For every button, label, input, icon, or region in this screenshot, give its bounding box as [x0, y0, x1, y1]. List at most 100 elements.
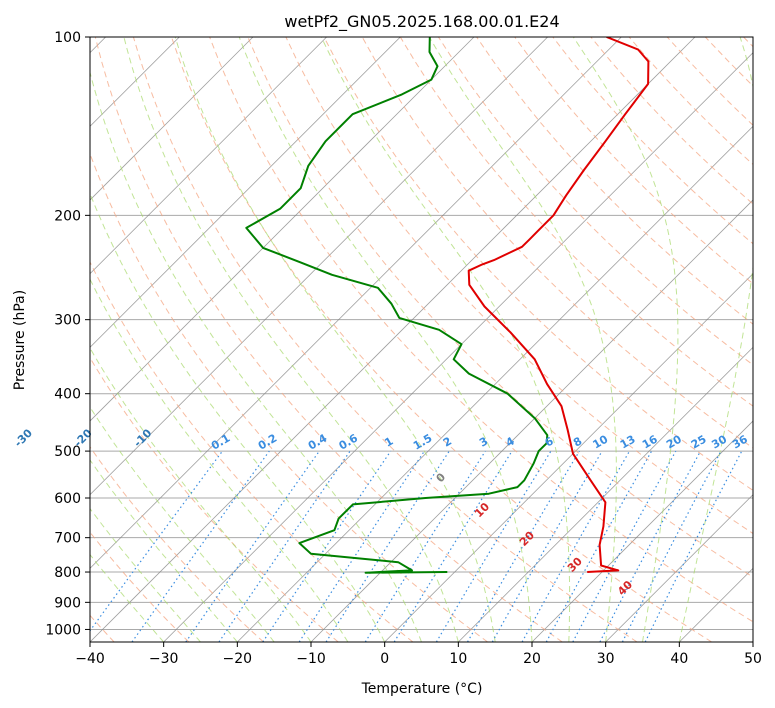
dry-adiabat-line: [590, 37, 753, 205]
isotherm-line: [679, 567, 753, 642]
dry-adiabat-line: [743, 37, 753, 48]
mixing-ratio-label: 25: [689, 433, 709, 452]
x-tick-label: −10: [296, 651, 326, 667]
x-tick-label: 50: [744, 651, 762, 667]
y-tick-label: 100: [54, 30, 81, 46]
x-tick-label: −30: [149, 651, 179, 667]
mixing-ratio-line: [185, 450, 320, 642]
dry-adiabat-line: [437, 37, 753, 366]
y-tick-label: 800: [54, 565, 81, 581]
moist-adiabat-line: [90, 347, 312, 642]
mixing-ratio-line: [466, 450, 580, 642]
y-tick-label: 500: [54, 444, 81, 460]
mixing-ratio-label: 0.2: [256, 432, 279, 453]
mixing-ratio-line: [364, 450, 486, 642]
moist-adiabat-line: [90, 278, 349, 642]
y-axis-ticks: 100 200 300 400 500 600 700 800 900 1000: [45, 30, 90, 638]
dry-adiabat-label: -30: [12, 426, 35, 449]
mixing-ratio-label: 16: [640, 432, 660, 451]
dry-adiabat-line: [476, 37, 753, 325]
dry-adiabat-line: [209, 37, 753, 623]
mixing-ratio-label: 30: [709, 432, 729, 451]
isotherm-line: [90, 37, 622, 569]
moist-adiabat-line: [90, 192, 386, 642]
x-axis-ticks: −40 −30 −20 −10 0 10 20 30 40 50: [75, 642, 762, 667]
x-tick-label: 40: [670, 651, 688, 667]
y-tick-label: 900: [54, 595, 81, 611]
mixing-ratio-label: 36: [730, 432, 750, 451]
isotherm-line: [237, 125, 753, 642]
moist-adiabat-line: [174, 37, 496, 642]
moist-adiabat-line: [90, 70, 422, 642]
mixing-ratio-label: 0.4: [306, 431, 330, 452]
mixing-ratio-line: [90, 450, 223, 632]
x-axis-label: Temperature (°C): [361, 681, 483, 697]
mixing-ratio-label: 8: [571, 435, 584, 450]
mixing-ratio-label: 0.1: [209, 432, 232, 453]
moist-adiabat-line: [678, 37, 753, 642]
isotherm-line: [90, 37, 696, 642]
y-tick-label: 700: [54, 531, 81, 547]
moist-adiabats: [90, 37, 753, 642]
moist-adiabat-label: 10: [472, 500, 492, 520]
mixing-ratio-line: [325, 450, 450, 642]
x-tick-label: −40: [75, 651, 105, 667]
mixing-ratio-line: [599, 450, 702, 642]
dry-adiabat-line: [90, 152, 488, 642]
x-tick-label: −20: [223, 651, 253, 667]
moist-adiabat-line: [123, 37, 459, 642]
mixing-ratio-line: [644, 450, 743, 642]
x-tick-label: 0: [380, 651, 389, 667]
isotherm-line: [752, 641, 753, 642]
dry-adiabat-line: [247, 37, 753, 578]
mixing-ratio-label: 2: [441, 435, 454, 450]
dry-adiabat-line: [285, 37, 753, 535]
mixing-ratio-label: 1.5: [411, 432, 434, 453]
mixing-ratio-label: 20: [664, 432, 684, 451]
moist-adiabat-line: [320, 37, 571, 642]
dry-adiabat-line: [90, 356, 339, 642]
x-tick-label: 20: [523, 651, 541, 667]
mixing-ratio-line: [262, 450, 392, 642]
plot-frame: [89, 36, 754, 643]
mixing-ratio-line: [393, 450, 513, 642]
dry-adiabat-line: [514, 37, 753, 285]
dry-adiabat-line: [94, 37, 563, 642]
dewpoint-profile-line: [245, 37, 549, 574]
profile-series: [245, 37, 650, 574]
moist-adiabat-line: [428, 37, 617, 642]
y-tick-label: 400: [54, 387, 81, 403]
x-tick-label: 30: [597, 651, 615, 667]
dry-adiabat-line: [90, 260, 414, 642]
y-tick-label: 600: [54, 491, 81, 507]
dry-adiabat-line: [171, 37, 712, 642]
mixing-ratio-line: [298, 450, 425, 642]
mixing-ratio-line: [521, 450, 631, 642]
dry-adiabat-line: [323, 37, 753, 491]
mixing-ratio-line: [545, 450, 653, 642]
mixing-ratio-label: 13: [618, 433, 638, 452]
mixing-ratio-label: 3: [477, 435, 490, 450]
y-tick-label: 200: [54, 208, 81, 224]
dry-adiabat-line: [90, 446, 264, 642]
x-tick-label: 10: [449, 651, 467, 667]
isotherm-line: [90, 37, 401, 348]
mixing-ratio-line: [218, 450, 351, 642]
moist-adiabat-label: 40: [615, 578, 635, 598]
isotherm-line: [90, 37, 475, 422]
isotherm-line: [90, 37, 548, 496]
chart-title: wetPf2_GN05.2025.168.00.01.E24: [284, 12, 559, 32]
isotherm-line: [605, 494, 753, 642]
temperature-profile-line: [467, 37, 650, 573]
moist-adiabat-line: [90, 459, 238, 642]
isotherm-line: [458, 346, 753, 642]
y-tick-label: 300: [54, 313, 81, 329]
isotherm-line: [90, 37, 327, 275]
mixing-ratio-line: [435, 450, 552, 642]
dry-adiabat-line: [552, 37, 753, 245]
mixing-ratio-label: 1: [382, 435, 395, 450]
dry-adiabat-label: -10: [131, 426, 154, 449]
moist-adiabat-line: [238, 37, 533, 642]
y-axis-label: Pressure (hPa): [12, 290, 28, 390]
